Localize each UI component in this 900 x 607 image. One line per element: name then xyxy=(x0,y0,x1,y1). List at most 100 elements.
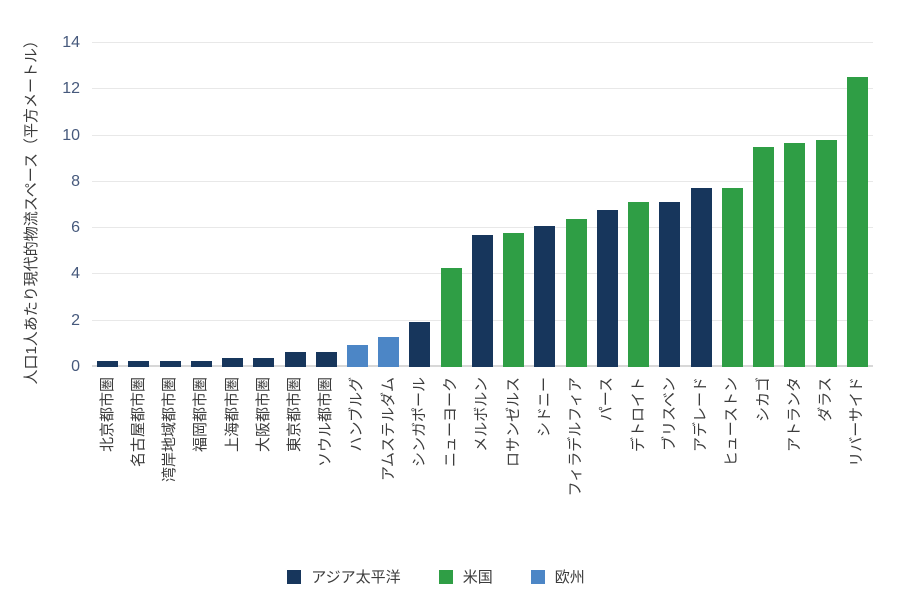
bar-slot xyxy=(217,43,248,367)
bar xyxy=(346,345,368,367)
bar-slot xyxy=(842,43,873,367)
bar-slot xyxy=(529,43,560,367)
bar-slot xyxy=(311,43,342,367)
legend-label: 欧州 xyxy=(554,569,585,586)
x-label-slot: アムステルダム xyxy=(373,377,404,555)
x-axis-label: メルボルン xyxy=(473,377,491,452)
bar xyxy=(846,76,868,367)
x-label-slot: メルボルン xyxy=(467,377,498,555)
bar-slot xyxy=(373,43,404,367)
x-axis-label: 北京都市圏 xyxy=(98,377,116,453)
x-label-slot: シカゴ xyxy=(748,377,779,555)
bar xyxy=(659,201,681,367)
bar xyxy=(503,232,525,367)
bar-slot xyxy=(154,43,185,367)
bar xyxy=(815,140,837,367)
plot-area xyxy=(92,42,873,367)
x-axis-label: 上海都市圏 xyxy=(223,377,241,453)
y-tick-label: 12 xyxy=(62,80,80,98)
x-axis-label: ロサンゼルス xyxy=(504,377,522,468)
bar xyxy=(690,187,712,367)
bar xyxy=(784,142,806,367)
legend-swatch xyxy=(530,569,545,584)
y-tick-label: 8 xyxy=(71,172,80,190)
bar xyxy=(534,225,556,367)
bar xyxy=(471,235,493,367)
x-label-slot: ロサンゼルス xyxy=(498,377,529,555)
gridline xyxy=(92,42,873,43)
x-label-slot: フィラデルフィア xyxy=(561,377,592,555)
legend-swatch xyxy=(438,569,453,584)
x-axis-label: アムステルダム xyxy=(379,377,397,481)
legend-item: 米国 xyxy=(438,566,493,587)
x-axis-labels: 北京都市圏 名古屋都市圏 湾岸地域都市圏 福岡都市圏 上海都市圏 大阪都市圏 東京都市圏 ソウ… xyxy=(92,377,873,555)
bar xyxy=(97,361,119,367)
y-tick-label: 4 xyxy=(71,265,80,283)
x-axis-label: ダラス xyxy=(817,377,834,422)
bar xyxy=(378,336,400,367)
bar-slot xyxy=(279,43,310,367)
bar-slot xyxy=(654,43,685,367)
bar-slot xyxy=(685,43,716,367)
x-label-slot: ニューヨーク xyxy=(436,377,467,555)
x-axis-label: 湾岸地域都市圏 xyxy=(161,377,179,483)
x-label-slot: ヒューストン xyxy=(717,377,748,555)
x-label-slot: 福岡都市圏 xyxy=(186,377,217,555)
bar-slot xyxy=(623,43,654,367)
bar xyxy=(128,361,150,367)
gridline xyxy=(92,227,873,229)
bar-slot xyxy=(561,43,592,367)
legend-swatch xyxy=(287,569,302,584)
x-label-slot: リバーサイド xyxy=(842,377,873,555)
x-axis-label: ハンブルグ xyxy=(348,377,366,452)
bar-slot xyxy=(186,43,217,367)
bar-slot xyxy=(436,43,467,367)
y-tick-label: 0 xyxy=(71,358,80,375)
x-axis-label: 名古屋都市圏 xyxy=(129,377,147,468)
bar xyxy=(222,357,244,367)
bars xyxy=(92,43,873,367)
x-axis-label: シドニー xyxy=(535,377,553,438)
x-label-slot: 湾岸地域都市圏 xyxy=(154,377,185,555)
legend: アジア太平洋 米国 欧州 xyxy=(0,566,886,587)
x-label-slot: ソウル都市圏 xyxy=(311,377,342,555)
bar xyxy=(565,218,587,367)
gridline xyxy=(92,88,873,90)
bar-slot xyxy=(498,43,529,367)
x-label-slot: アデレード xyxy=(685,377,716,555)
bar xyxy=(284,351,306,367)
x-axis-label: デトロイト xyxy=(629,377,647,453)
bar xyxy=(753,147,775,367)
bar-slot xyxy=(810,43,841,367)
x-axis-label: ヒューストン xyxy=(723,377,741,467)
x-axis-label: 東京都市圏 xyxy=(286,377,304,453)
bar xyxy=(440,267,462,367)
legend-item: 欧州 xyxy=(530,566,585,587)
x-axis-label: アデレード xyxy=(692,377,710,453)
legend-label: アジア太平洋 xyxy=(311,569,401,586)
y-tick-label: 10 xyxy=(62,126,80,144)
x-label-slot: パース xyxy=(592,377,623,555)
x-axis-label: ソウル都市圏 xyxy=(317,377,335,468)
x-axis-label: 福岡都市圏 xyxy=(192,377,210,453)
bar xyxy=(253,357,275,367)
bar-slot xyxy=(748,43,779,367)
gridline xyxy=(92,180,873,182)
x-label-slot: 東京都市圏 xyxy=(279,377,310,555)
bar-slot xyxy=(342,43,373,367)
legend-item: アジア太平洋 xyxy=(287,566,401,587)
x-label-slot: シドニー xyxy=(529,377,560,555)
x-label-slot: アトランタ xyxy=(779,377,810,555)
x-axis-label: シンガポール xyxy=(410,377,428,468)
y-tick-label: 6 xyxy=(71,219,80,237)
x-label-slot: 大阪都市圏 xyxy=(248,377,279,555)
bar-slot xyxy=(123,43,154,367)
x-label-slot: デトロイト xyxy=(623,377,654,555)
bar-slot xyxy=(404,43,435,367)
x-label-slot: シンガポール xyxy=(404,377,435,555)
x-label-slot: ブリスベン xyxy=(654,377,685,555)
y-tick-label: 14 xyxy=(62,34,80,51)
bar-slot xyxy=(92,43,123,367)
bar-slot xyxy=(779,43,810,367)
